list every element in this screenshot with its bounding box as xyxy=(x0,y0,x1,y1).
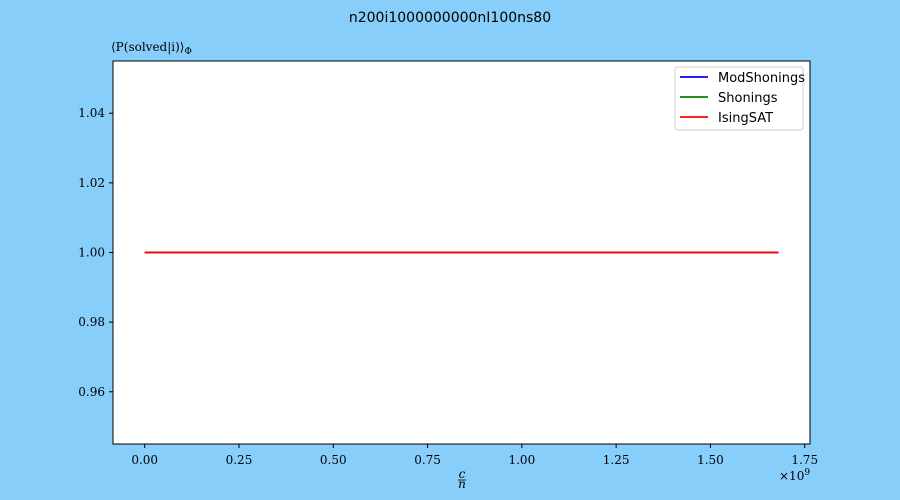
y-tick-label: 1.00 xyxy=(78,246,105,260)
chart-title: n200i1000000000nI100ns80 xyxy=(349,10,551,26)
y-tick-label: 1.04 xyxy=(78,106,105,120)
x-tick-label: 1.50 xyxy=(697,453,724,467)
y-tick-label: 0.96 xyxy=(78,385,105,399)
x-tick-label: 1.00 xyxy=(508,453,535,467)
x-axis-label-denominator: n xyxy=(458,477,466,491)
y-tick-label: 1.02 xyxy=(78,176,105,190)
x-tick-label: 1.75 xyxy=(791,453,818,467)
x-axis-multiplier-base: ×10 xyxy=(779,469,804,483)
x-tick-label: 0.75 xyxy=(414,453,441,467)
legend-label-isingsat: IsingSAT xyxy=(718,111,773,126)
x-tick-label: 1.25 xyxy=(603,453,630,467)
x-tick-label: 0.00 xyxy=(131,453,158,467)
y-axis-label-main: ⟨P(solved|i)⟩ xyxy=(111,40,184,54)
x-axis-multiplier-exponent: 9 xyxy=(804,468,810,478)
y-axis-label-subscript: Φ xyxy=(184,47,191,57)
legend: ModShonings Shonings IsingSAT xyxy=(674,66,805,131)
y-axis: 0.96 0.98 1.00 1.02 1.04 xyxy=(78,106,113,399)
legend-label-shonings: Shonings xyxy=(718,91,778,106)
legend-label-modshonings: ModShonings xyxy=(718,71,805,86)
x-axis: 0.00 0.25 0.50 0.75 1.00 1.25 1.50 1.75 xyxy=(131,444,818,467)
x-tick-label: 0.50 xyxy=(320,453,347,467)
y-tick-label: 0.98 xyxy=(78,315,105,329)
y-axis-label: ⟨P(solved|i)⟩Φ xyxy=(111,40,192,57)
x-axis-label: c n xyxy=(458,467,466,491)
x-axis-label-numerator: c xyxy=(459,467,466,481)
x-tick-label: 0.25 xyxy=(226,453,253,467)
legend-box xyxy=(674,66,804,131)
x-axis-multiplier: ×109 xyxy=(779,468,810,483)
